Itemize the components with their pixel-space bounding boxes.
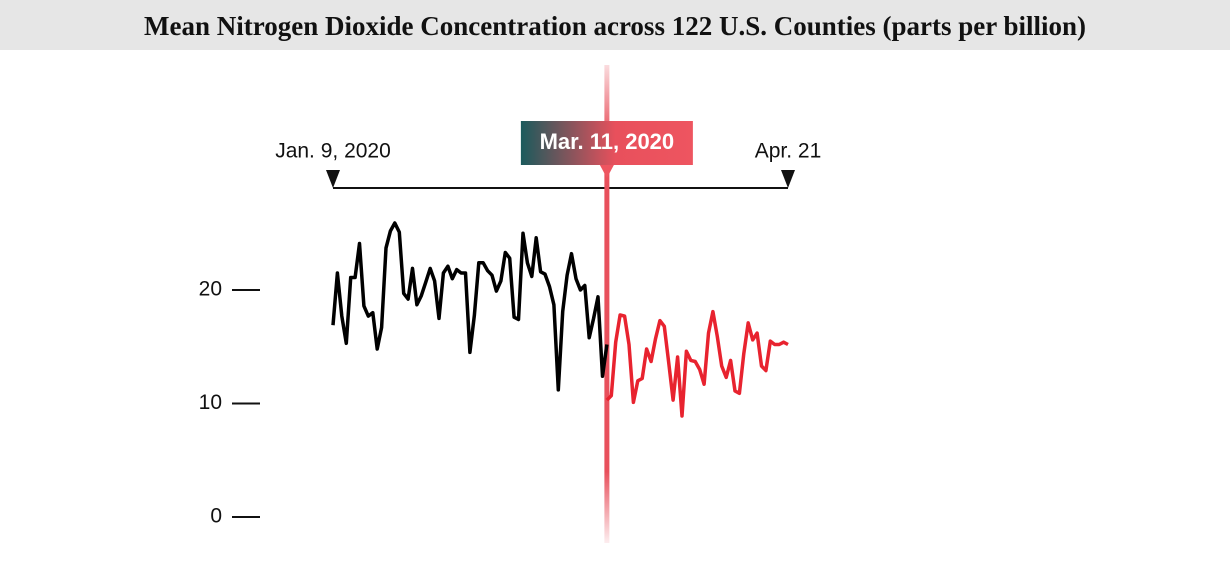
chart: 0 10 20 Jan. 9, 2020 Mar. 11, 2020 Apr. 21 (199, 65, 822, 543)
highlight-box (520, 121, 693, 165)
data-line (605, 309, 789, 418)
x-tick-label: Mar. 11, 2020 (540, 129, 675, 154)
data-line (331, 221, 609, 392)
y-tick-label: 10 (199, 391, 222, 414)
x-tick (326, 170, 340, 188)
x-tick (781, 170, 795, 188)
x-tick-label: Apr. 21 (755, 140, 822, 163)
x-tick-label: Jan. 9, 2020 (275, 140, 391, 163)
highlight-pointer (599, 165, 614, 178)
highlight-line (604, 65, 610, 543)
y-tick-label: 0 (210, 505, 222, 528)
y-tick-label: 20 (199, 278, 222, 301)
chart-title: Mean Nitrogen Dioxide Concentration acro… (144, 11, 1086, 41)
title-bar: Mean Nitrogen Dioxide Concentration acro… (0, 0, 1230, 50)
